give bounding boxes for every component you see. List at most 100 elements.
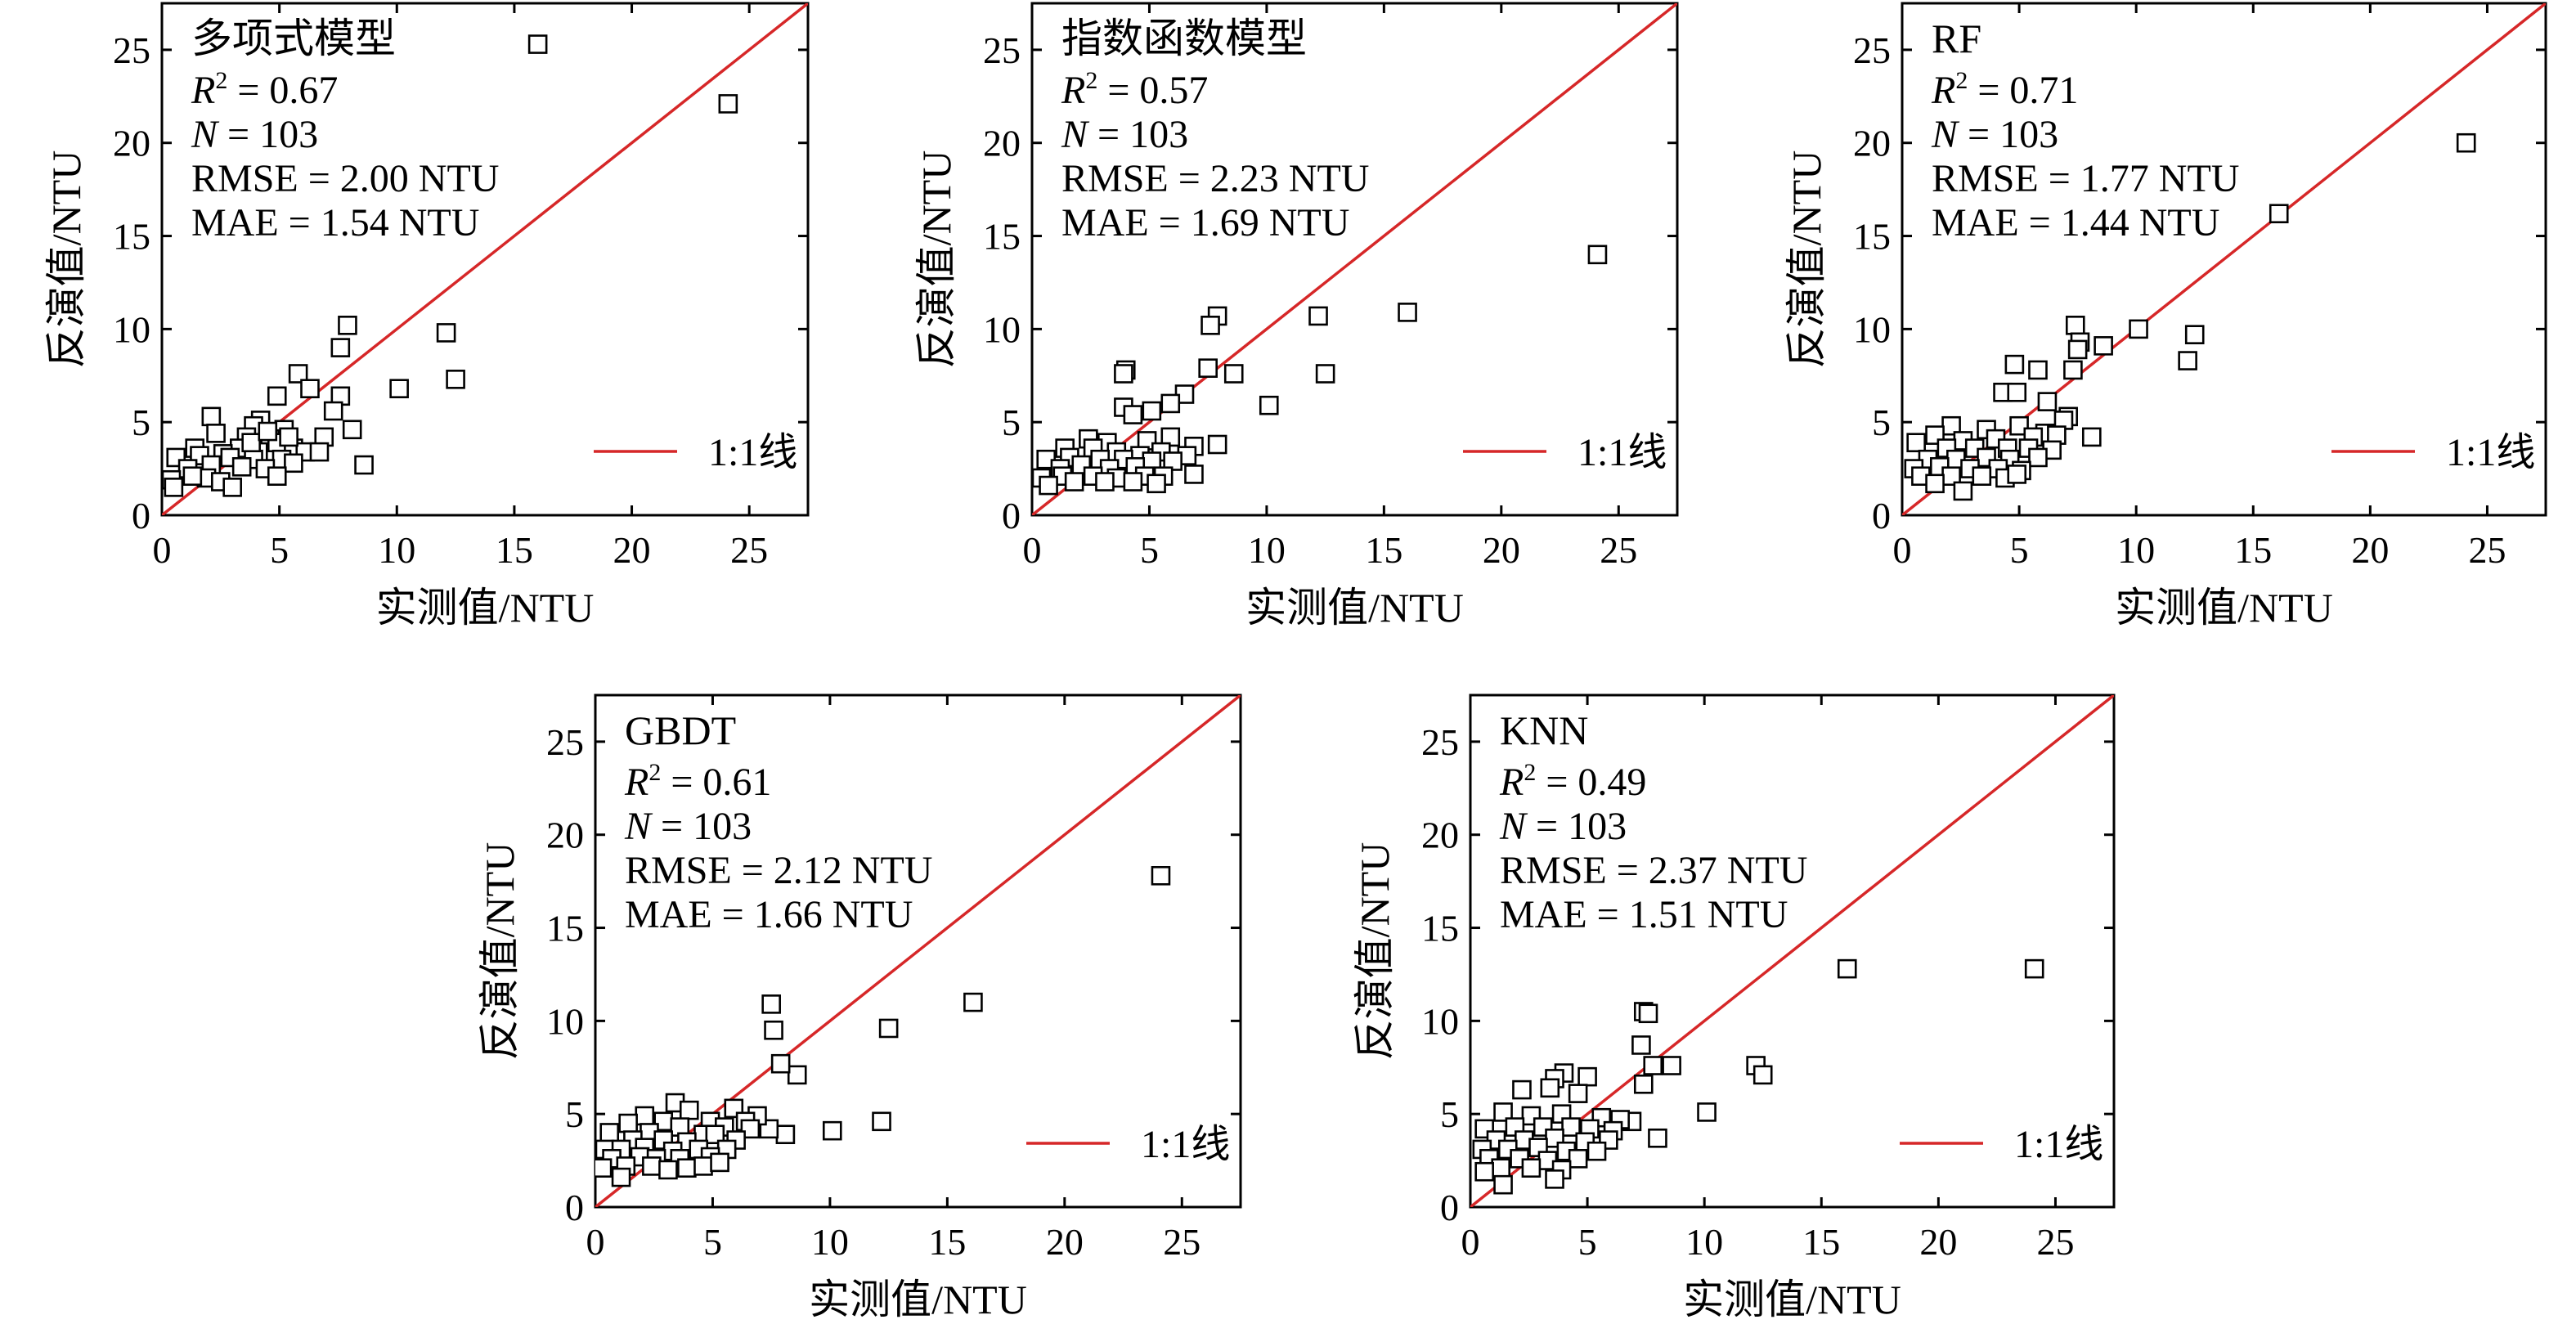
x-tick-label: 5 xyxy=(270,529,289,571)
y-tick-label: 0 xyxy=(1002,495,1021,536)
r2-annotation: R2 = 0.57 xyxy=(1061,67,1208,112)
y-tick-label: 10 xyxy=(546,1000,584,1042)
data-point xyxy=(1586,1141,1607,1161)
scatter-panel-4: 0 5 10 15 20 25 0 5 10 15 20 25 实测值/NTU 反演值/NTU GBDT R2… xyxy=(477,693,1242,1322)
n-annotation: N = 103 xyxy=(1061,113,1188,156)
data-point xyxy=(1643,1056,1663,1075)
rmse-annotation: RMSE = 2.37 NTU xyxy=(1500,849,1807,892)
data-point xyxy=(872,1111,891,1132)
data-point xyxy=(761,994,781,1014)
x-tick-label: 0 xyxy=(1461,1221,1480,1263)
data-point xyxy=(323,401,343,421)
mae-annotation: MAE = 1.54 NTU xyxy=(191,201,479,245)
data-point xyxy=(878,1018,899,1039)
data-point xyxy=(309,442,330,462)
data-point xyxy=(1561,1117,1581,1137)
data-point xyxy=(1160,393,1181,414)
data-point xyxy=(2037,392,2058,411)
data-point xyxy=(1491,1158,1511,1178)
plot-frame xyxy=(1030,2,1679,517)
data-point xyxy=(1114,364,1133,384)
data-point xyxy=(1315,364,1335,384)
r2-symbol: R xyxy=(191,69,215,112)
data-point xyxy=(389,379,409,399)
x-tick-label: 15 xyxy=(928,1221,966,1263)
y-tick-label: 5 xyxy=(565,1093,584,1135)
x-axis-title: 实测值/NTU xyxy=(1683,1277,1901,1322)
mae-annotation: MAE = 1.69 NTU xyxy=(1061,201,1349,245)
data-point xyxy=(1259,395,1279,415)
legend: 1:1线 xyxy=(1900,1123,2103,1166)
y-tick-label: 0 xyxy=(1872,495,1891,536)
data-point xyxy=(1577,1066,1597,1087)
x-tick-label: 5 xyxy=(1578,1221,1597,1263)
y-tick-label: 5 xyxy=(1872,402,1891,443)
x-tick-label: 15 xyxy=(1802,1221,1840,1263)
x-tick-label: 5 xyxy=(2010,529,2029,571)
data-point xyxy=(677,1158,697,1178)
data-point xyxy=(1308,306,1328,326)
n-annotation: N = 103 xyxy=(1931,113,2058,156)
data-point xyxy=(1512,1079,1532,1100)
x-tick-label: 20 xyxy=(613,529,651,571)
y-tick-label: 5 xyxy=(132,402,150,443)
data-point xyxy=(1837,958,1857,979)
y-tick-label: 0 xyxy=(565,1187,584,1228)
data-point xyxy=(2269,204,2289,224)
data-point xyxy=(527,34,548,54)
data-point xyxy=(1545,1169,1564,1189)
legend-label: 1:1线 xyxy=(1141,1123,1230,1166)
data-point xyxy=(206,424,226,443)
r2-annotation: R2 = 0.61 xyxy=(624,759,771,804)
y-tick-label: 20 xyxy=(546,815,584,856)
y-tick-label: 25 xyxy=(1853,29,1891,71)
y-tick-label: 10 xyxy=(1421,1000,1459,1042)
n-symbol: N xyxy=(624,805,653,848)
y-axis-title: 反演值/NTU xyxy=(913,150,959,369)
rmse-annotation: RMSE = 1.77 NTU xyxy=(1932,157,2239,200)
data-point xyxy=(222,478,242,497)
x-tick-label: 20 xyxy=(2351,529,2389,571)
r2-annotation: R2 = 0.67 xyxy=(191,67,338,112)
y-tick-label: 5 xyxy=(1002,402,1021,443)
reference-line-1to1 xyxy=(1902,3,2546,515)
n-annotation: N = 103 xyxy=(1499,805,1627,848)
y-tick-label: 15 xyxy=(1853,216,1891,258)
data-point xyxy=(1147,474,1166,494)
n-value: = 103 xyxy=(1526,805,1627,848)
scatter-panel-5: 0 5 10 15 20 25 0 5 10 15 20 25 实测值/NTU 反演值/NTU KNN R2 … xyxy=(1352,693,2116,1322)
panel-title: RF xyxy=(1932,16,1981,61)
data-point xyxy=(267,466,287,486)
data-point xyxy=(164,478,184,497)
data-point xyxy=(300,379,320,399)
n-value: = 103 xyxy=(651,805,752,848)
data-point xyxy=(642,1156,662,1176)
x-tick-label: 15 xyxy=(496,529,533,571)
legend: 1:1线 xyxy=(2331,431,2535,474)
data-point xyxy=(241,433,261,453)
y-tick-label: 0 xyxy=(1440,1187,1459,1228)
data-point xyxy=(436,323,456,343)
y-tick-label: 10 xyxy=(1853,308,1891,350)
points-group xyxy=(1472,958,2044,1195)
data-point xyxy=(787,1065,807,1085)
data-point xyxy=(330,338,351,357)
x-axis-title: 实测值/NTU xyxy=(809,1277,1027,1322)
r2-value: = 0.67 xyxy=(227,69,338,112)
points-group xyxy=(162,34,738,497)
x-axis-title: 实测值/NTU xyxy=(1245,585,1464,631)
data-point xyxy=(288,364,308,384)
r2-value: = 0.61 xyxy=(661,761,771,804)
x-tick-label: 25 xyxy=(2468,529,2506,571)
r2-symbol: R xyxy=(1931,69,1955,112)
x-tick-label: 20 xyxy=(1483,529,1520,571)
x-tick-label: 0 xyxy=(153,529,172,571)
x-tick-label: 10 xyxy=(1248,529,1286,571)
x-tick-label: 10 xyxy=(811,1221,849,1263)
plot-frame xyxy=(594,693,1242,1209)
n-annotation: N = 103 xyxy=(191,113,318,156)
data-point xyxy=(1540,1078,1560,1098)
legend-label: 1:1线 xyxy=(2446,431,2535,474)
n-value: = 103 xyxy=(218,113,318,156)
data-point xyxy=(679,1100,699,1120)
